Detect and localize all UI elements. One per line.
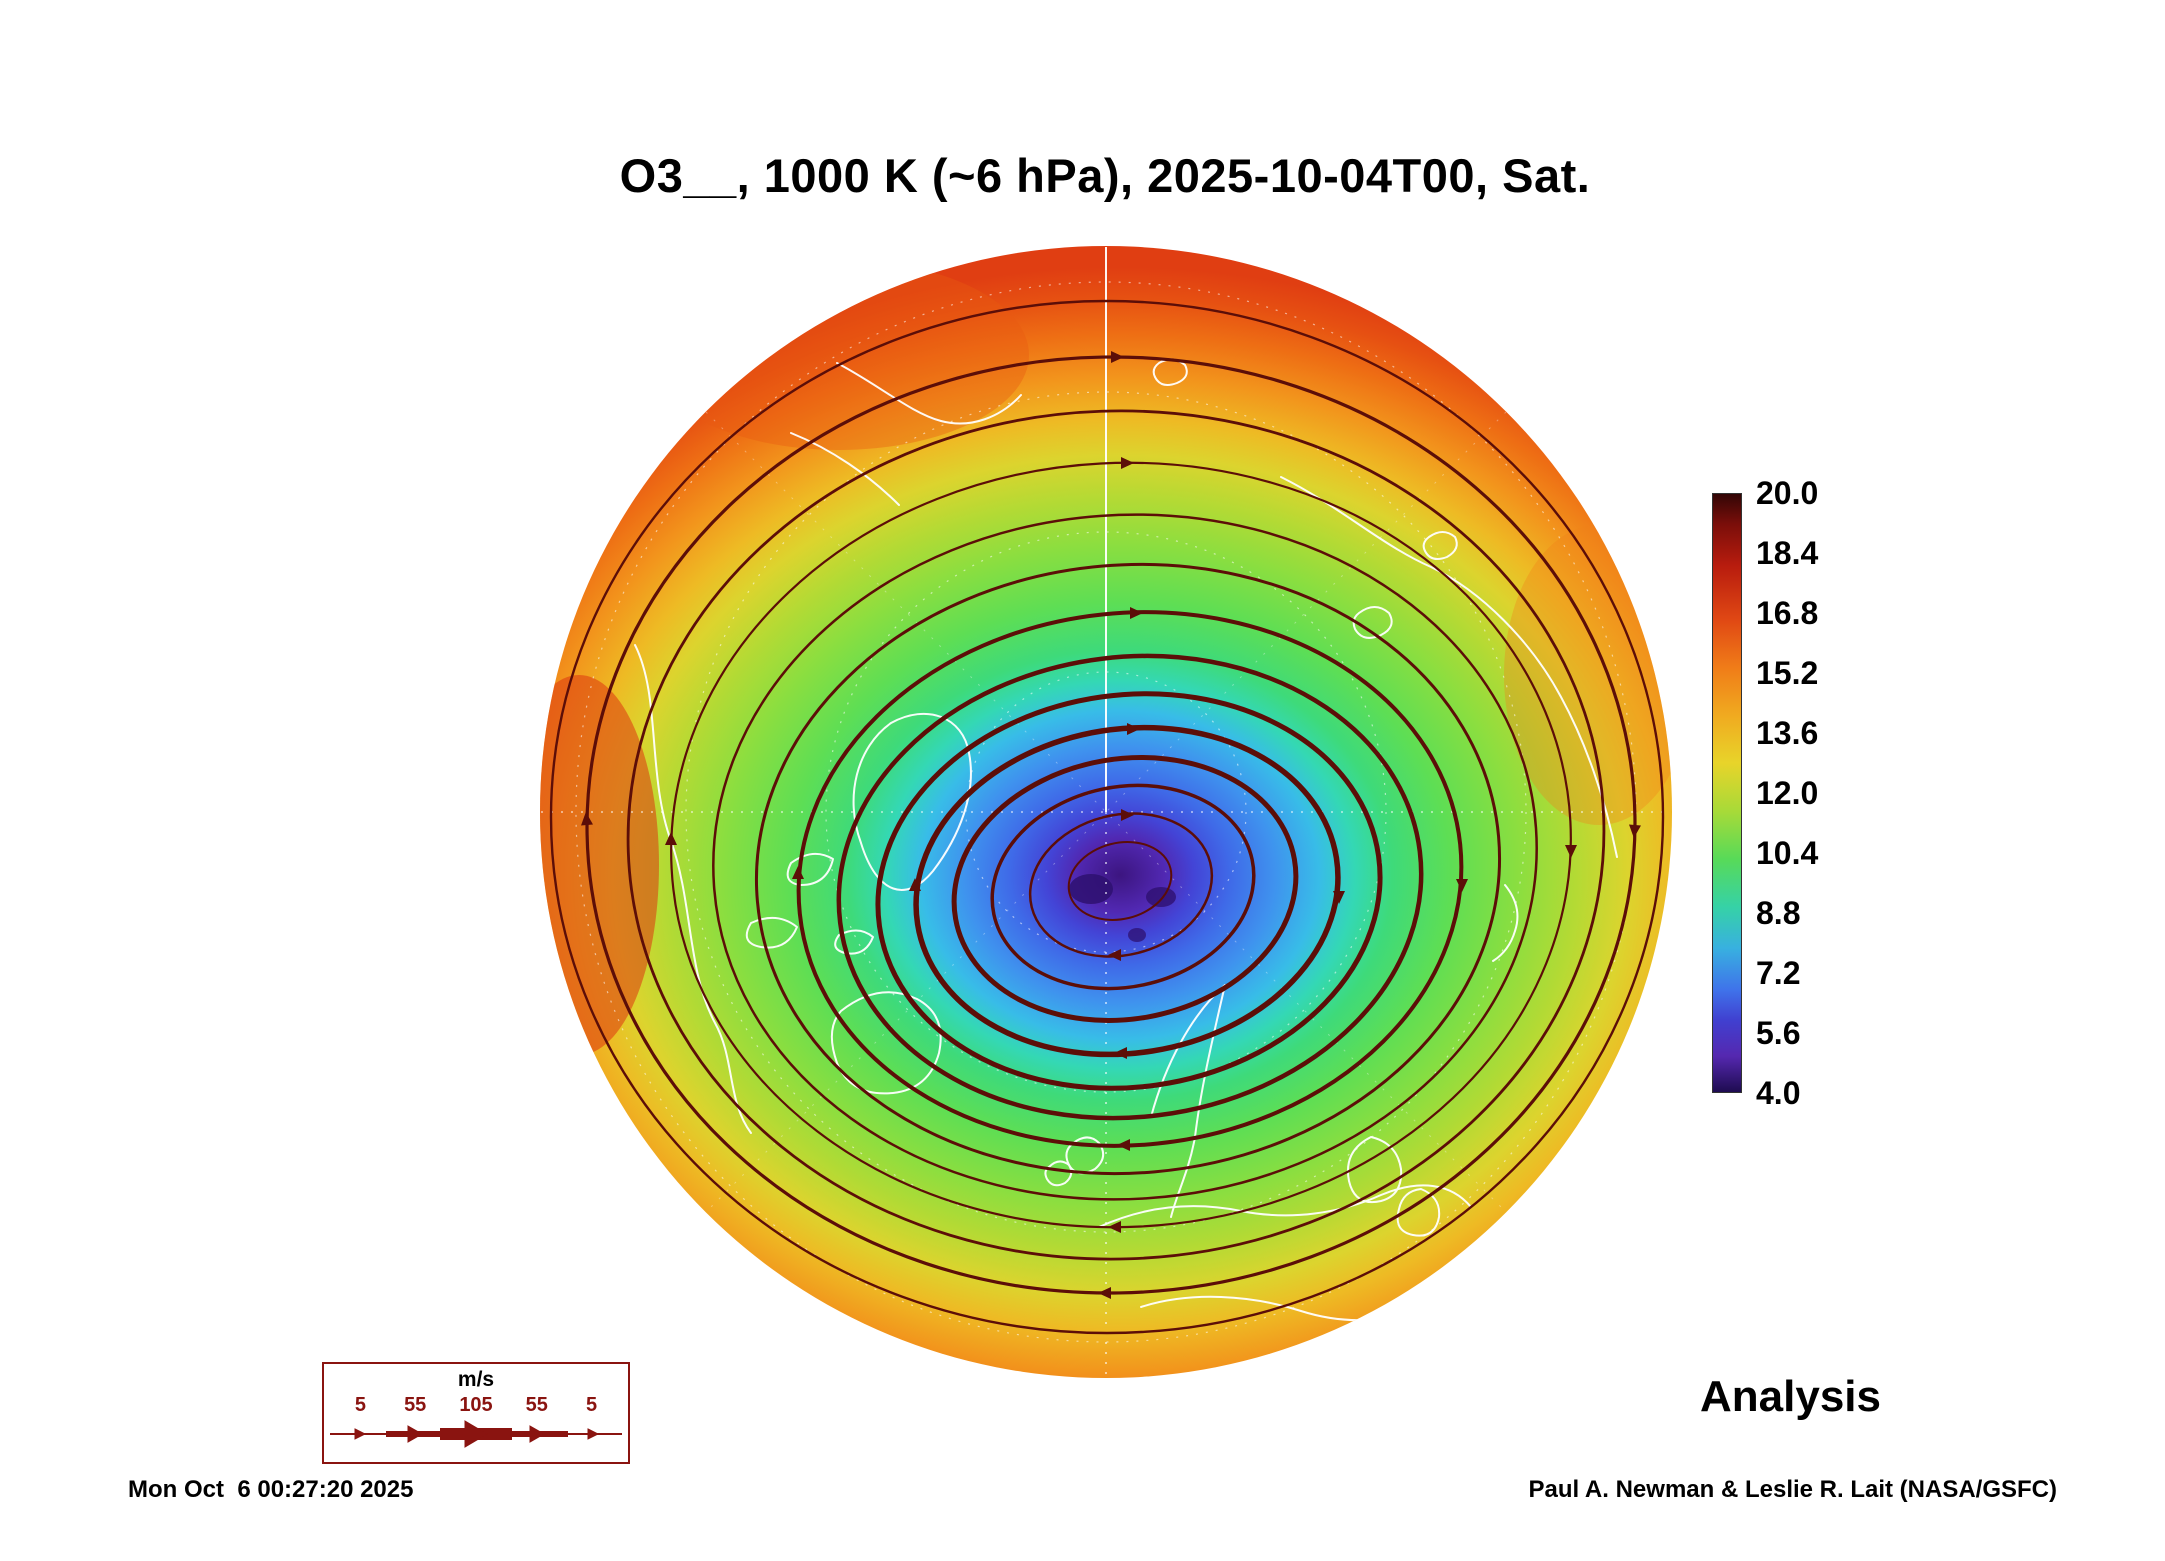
arrow-icon	[1108, 1221, 1121, 1233]
streamline	[754, 562, 1502, 1176]
arrow-icon	[1121, 457, 1134, 469]
wind-legend-tick: 5	[585, 1394, 598, 1416]
polar-map	[539, 245, 1673, 1379]
streamline	[875, 691, 1383, 1091]
arrow-icon	[1629, 824, 1641, 838]
arrow-icon	[909, 878, 921, 891]
page-title: O3__, 1000 K (~6 hPa), 2025-10-04T00, Sa…	[619, 149, 1591, 202]
colorbar-tick-label: 8.8	[1756, 895, 1801, 931]
analysis-label: Analysis	[1700, 1372, 1881, 1421]
arrow-icon	[1456, 879, 1468, 892]
map-svg	[540, 246, 1672, 1378]
colorbar-tick-label: 13.6	[1756, 715, 1819, 751]
streamline	[990, 783, 1256, 991]
coastline	[1280, 476, 1618, 858]
streamline	[836, 653, 1424, 1121]
coastline	[1352, 606, 1393, 639]
arrow-icon	[1108, 949, 1121, 961]
wind-legend-tick: 55	[525, 1394, 548, 1416]
streamline	[1028, 812, 1214, 958]
arrow-icon	[1098, 1287, 1111, 1299]
wind-legend-tick: 55	[404, 1394, 427, 1416]
arrow-icon	[1111, 351, 1124, 363]
arrow-icon	[1565, 845, 1577, 858]
coastline	[852, 712, 972, 891]
arrow-icon	[1117, 1139, 1130, 1151]
streamline	[951, 755, 1299, 1023]
arrow-icon	[1127, 723, 1140, 735]
colorbar-tick-label: 10.4	[1756, 835, 1819, 871]
colorbar-tick-label: 15.2	[1756, 655, 1819, 691]
colorbar	[1712, 493, 1742, 1093]
wind-legend-tick: 5	[354, 1394, 367, 1416]
wind-scale-arrow	[330, 1420, 622, 1448]
arrow-icon	[407, 1425, 424, 1443]
colorbar-tick-label: 12.0	[1756, 775, 1819, 811]
arrow-icon	[354, 1428, 367, 1440]
coastline	[1098, 1184, 1472, 1228]
colorbar-tick-label: 16.8	[1756, 595, 1819, 631]
wind-legend-unit: m/s	[457, 1368, 495, 1391]
coastlines	[634, 358, 1618, 1322]
coastline	[745, 916, 798, 949]
streamline	[585, 355, 1637, 1295]
wind-legend-tick: 105	[459, 1394, 493, 1416]
streamline	[1067, 841, 1173, 921]
arrow-icon	[1333, 891, 1345, 904]
arrow-icon	[1121, 809, 1134, 821]
arrow-icon	[529, 1425, 546, 1443]
colorbar-ticks: 20.0 18.4 16.8 15.2 13.6 12.0 10.4 8.8 7…	[1756, 476, 1876, 1110]
arrow-icon	[665, 832, 677, 845]
coastline	[786, 852, 834, 886]
wind-speed-legend: m/s 5 55 105 55 5	[322, 1362, 630, 1464]
streamline	[549, 299, 1665, 1335]
streamline	[670, 461, 1572, 1229]
coastline	[634, 644, 752, 1134]
coastline	[836, 362, 1022, 425]
coastline	[1492, 884, 1519, 962]
colorbar-tick-label: 4.0	[1756, 1075, 1801, 1111]
coastline	[830, 991, 942, 1095]
colorbar-tick-label: 20.0	[1756, 475, 1819, 511]
coastline	[1347, 1136, 1403, 1203]
arrow-icon	[587, 1428, 600, 1440]
coastline	[1422, 531, 1458, 560]
arrow-icon	[581, 812, 593, 826]
coastline	[1044, 1160, 1073, 1187]
coastline	[1065, 1136, 1105, 1175]
streamline-arrows	[581, 351, 1641, 1299]
arrow-icon	[464, 1420, 488, 1448]
timestamp-text: Mon Oct 6 00:27:20 2025	[128, 1476, 414, 1503]
credit-text: Paul A. Newman & Leslie R. Lait (NASA/GS…	[1528, 1476, 2057, 1503]
streamline	[796, 610, 1464, 1148]
arrow-icon	[792, 866, 804, 879]
coastline	[834, 929, 874, 955]
colorbar-tick-label: 18.4	[1756, 535, 1819, 571]
colorbar-tick-label: 7.2	[1756, 955, 1801, 991]
streamline	[626, 409, 1606, 1261]
coastline	[1396, 1188, 1441, 1237]
streamlines	[549, 299, 1665, 1335]
coastline	[790, 432, 900, 506]
arrow-icon	[1130, 607, 1143, 619]
streamline	[712, 513, 1538, 1201]
colorbar-tick-label: 5.6	[1756, 1015, 1801, 1051]
streamline	[913, 724, 1341, 1058]
arrow-icon	[1114, 1047, 1127, 1059]
